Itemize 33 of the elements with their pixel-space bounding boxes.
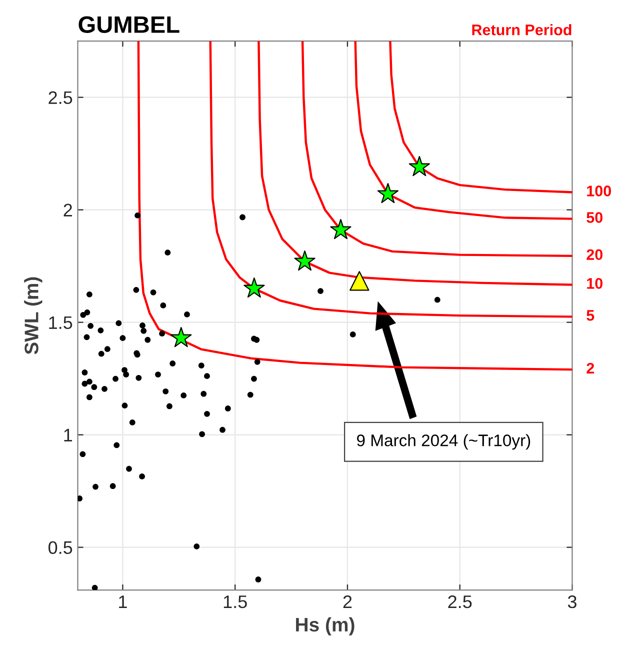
annotation: 9 March 2024 (~Tr10yr) (357, 434, 530, 450)
series-label: 2 (586, 362, 594, 374)
y-tick-label: 1.5 (49, 316, 72, 330)
point (330, 218, 352, 240)
x-tick-label: 2.5 (448, 595, 472, 608)
y-tick-label: 1 (64, 428, 72, 442)
series-label: 5 (586, 310, 594, 321)
y-axis-title: SWL (m) (24, 277, 42, 354)
x-tick-label: 2 (343, 595, 352, 608)
point (377, 182, 398, 204)
line-series (354, 41, 572, 220)
point (170, 326, 192, 348)
y-tick-label: 2.5 (48, 91, 72, 104)
x-axis-title: Hs (m) (296, 617, 354, 636)
line-series (137, 41, 572, 371)
series-label: 20 (586, 249, 602, 260)
series-label: 10 (587, 278, 602, 289)
x-tick-label: 1.5 (224, 596, 247, 608)
series-label: 50 (586, 212, 602, 223)
point (294, 250, 316, 271)
point (408, 156, 430, 176)
line-series (209, 41, 572, 318)
y-tick-label: 0.5 (48, 541, 72, 554)
y-tick-label: 2 (64, 204, 72, 216)
series-label: 100 (587, 186, 611, 196)
line-series (301, 41, 572, 258)
x-tick-label: 3 (568, 595, 576, 608)
point (244, 277, 265, 298)
line-series (389, 41, 572, 194)
legend-title: Return Period (472, 24, 572, 36)
chart-title: GUMBEL (78, 16, 180, 33)
x-tick-label: 1 (119, 596, 127, 608)
point (350, 271, 370, 291)
